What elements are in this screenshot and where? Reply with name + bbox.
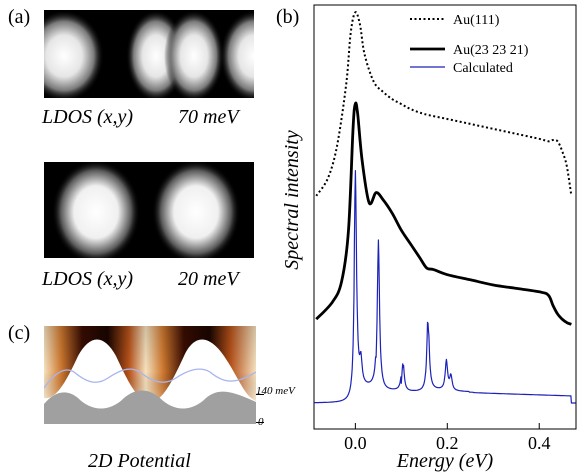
potential-caption: 2D Potential (88, 450, 191, 472)
series-line-2 (313, 170, 576, 404)
panel-c-label: (c) (8, 322, 31, 344)
x-tick-label: 0.2 (436, 433, 459, 453)
panel-a-label: (a) (8, 6, 31, 28)
x-axis-label: Energy (eV) (396, 450, 494, 472)
series-line-1 (315, 101, 572, 326)
potential-map-graphic (44, 326, 256, 424)
plot-frame (313, 4, 577, 430)
legend-label-2: Calculated (453, 61, 513, 76)
ldos-20-caption-left: LDOS (x,y) (42, 268, 134, 290)
legend-label-0: Au(111) (453, 13, 500, 28)
ldos-70mev-blobs (44, 10, 254, 98)
ldos-70-caption-left: LDOS (x,y) (42, 106, 134, 128)
panel-b-label: (b) (276, 6, 300, 28)
x-axis: 0.0 0.2 0.4 (344, 423, 550, 453)
ldos-image-70mev (44, 10, 254, 98)
ldos-20mev-blobs (52, 162, 240, 258)
potential-map (44, 326, 256, 424)
ldos-20-caption-right: 20 meV (178, 268, 239, 290)
x-tick-label: 0.4 (528, 433, 551, 453)
ldos-image-20mev (44, 162, 254, 258)
x-tick-label: 0.0 (344, 433, 367, 453)
potential-tick-lower (256, 422, 264, 423)
potential-tick-lower-label: 0 (258, 416, 264, 428)
legend: Au(111) Au(23 23 21) Calculated (410, 13, 529, 76)
potential-tick-upper-label: 140 meV (256, 385, 295, 397)
ldos-70-caption-right: 70 meV (178, 106, 239, 128)
y-axis-label: Spectral intensity (281, 130, 303, 270)
potential-tick-upper (256, 394, 264, 395)
series-group (313, 11, 576, 404)
series-line-0 (315, 11, 573, 197)
legend-label-1: Au(23 23 21) (453, 43, 529, 58)
